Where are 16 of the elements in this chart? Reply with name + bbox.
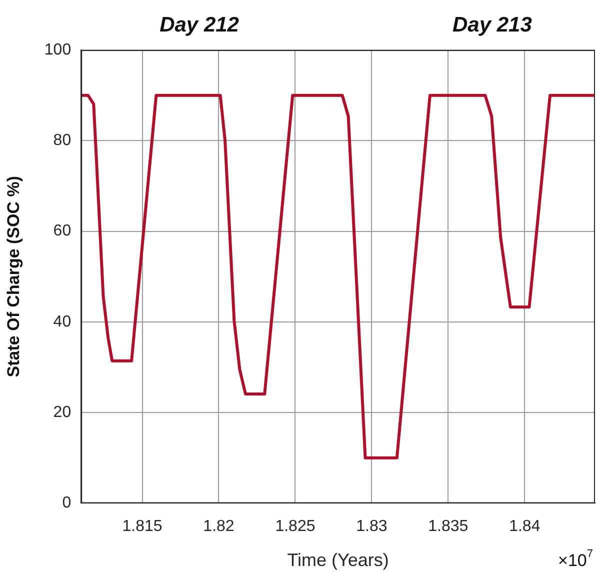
text: Day 212 <box>160 13 240 36</box>
y-tick-label: 20 <box>53 404 72 421</box>
x-tick-label: 1.82 <box>203 518 234 536</box>
x-tick-label: 1.835 <box>428 518 468 536</box>
y-tick-label: 60 <box>53 222 72 240</box>
x-tick-label: 1.83 <box>356 518 388 536</box>
x-tick-label: 1.84 <box>509 518 540 536</box>
y-tick-label: 100 <box>44 41 72 58</box>
y-axis-title: State Of Charge (SOC %) <box>4 176 23 378</box>
text: Day 213 <box>452 13 532 36</box>
y-tick-label: 0 <box>62 494 72 512</box>
y-tick-label: 80 <box>53 132 72 150</box>
y-tick-label: 40 <box>53 313 72 330</box>
x-axis-title: Time (Years) <box>287 550 389 570</box>
x-tick-label: 1.815 <box>122 518 162 536</box>
x-tick-label: 1.825 <box>275 518 316 536</box>
